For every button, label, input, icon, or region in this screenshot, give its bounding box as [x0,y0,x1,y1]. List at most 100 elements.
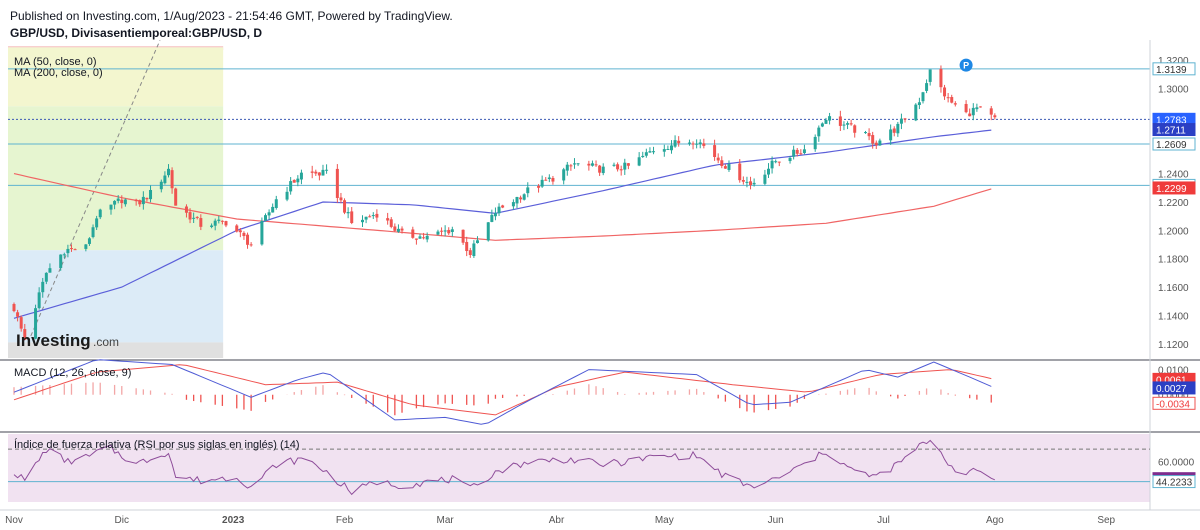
candle-body [44,272,48,282]
candle-body [95,218,99,228]
candle-body [752,182,756,185]
event-marker-label: P [963,61,969,71]
ma50-line [13,129,992,319]
time-tick-label: Sep [1097,515,1115,526]
time-tick-label: Dic [115,515,129,526]
ma200-line [13,173,992,241]
candle-body [292,179,296,183]
candle-body [418,236,422,239]
candle-body [889,129,893,141]
candle-body [400,228,404,231]
candle-body [368,216,372,218]
candle-body [846,123,850,125]
price-label-text: 1.3139 [1156,65,1187,76]
price-tick-label: 1.1400 [1158,311,1189,322]
price-tick-label: 1.2400 [1158,170,1189,181]
candle-body [210,225,214,228]
candle-body [123,199,127,205]
moving-average-layer [13,129,992,319]
candle-body [677,140,681,144]
candle-body [199,218,203,227]
candle-body [792,149,796,157]
candle-body [235,225,239,232]
price-label-box [1152,137,1196,151]
candle-body [623,162,627,170]
zone-green [8,106,224,251]
candle-body [975,107,979,110]
candle-body [594,164,598,166]
candle-body [569,165,573,167]
candle-body [443,230,447,232]
candle-body [824,119,828,124]
event-marker [959,58,973,72]
candle-body [687,142,691,144]
candle-body [285,191,289,200]
candle-body [159,181,163,190]
candle-body [576,163,580,165]
candle-body [590,163,594,166]
candle-body [389,219,393,227]
candle-body [497,206,501,214]
candle-body [648,151,652,153]
candle-body [98,209,102,218]
price-label-box [1152,123,1196,137]
candle-body [468,250,472,255]
candle-body [802,149,806,154]
candle-body [749,181,753,186]
candle-body [48,268,52,273]
candle-body [73,249,77,251]
candle-body [562,169,566,181]
price-label-text: 0.0027 [1156,384,1187,395]
symbol-title: GBP/USD, Divisasentiemporeal:GBP/USD, D [10,26,263,40]
candle-body [188,212,192,220]
candle-body [799,153,803,155]
price-label-text: 1.2711 [1156,126,1186,137]
candle-body [299,172,303,180]
candle-body [662,149,666,152]
candle-body [673,140,677,147]
price-tick-label: 1.3200 [1158,56,1189,67]
candle-body [914,104,918,121]
candle-body [274,199,278,208]
candle-body [921,92,925,102]
price-label-text: 1.2609 [1156,140,1187,151]
candle-body [436,231,440,235]
candle-body [289,181,293,192]
time-tick-label: Abr [549,515,565,526]
candle-body [817,127,821,137]
candle-body [637,157,641,166]
candle-body [598,165,602,173]
candle-body [612,164,616,166]
candle-body [69,248,73,250]
candle-body [669,145,673,151]
candle-body [501,205,505,208]
candle-body [587,163,591,166]
price-tick-label: 1.2000 [1158,226,1189,237]
candle-body [971,107,975,116]
candle-body [447,229,451,234]
candle-body [59,254,63,268]
candle-body [515,196,519,204]
candle-body [310,171,314,173]
candle-body [896,123,900,134]
candle-body [777,161,781,163]
candle-body [339,197,343,201]
candle-body [246,234,250,245]
candle-body [702,143,706,146]
candle-body [619,169,623,171]
candle-body [414,238,418,240]
candle-body [641,155,645,157]
candle-body [490,214,494,222]
price-label-text: 1.2299 [1156,184,1187,195]
background-layer [8,40,1150,502]
time-tick-label: Feb [336,515,354,526]
investing-logo: Investing [16,331,91,350]
candle-body [968,113,972,117]
candle-body [23,329,27,340]
candle-body [425,235,429,240]
candle-body [343,200,347,213]
candle-body [551,177,555,182]
candle-body [361,219,365,223]
rsi-legend: Índice de fuerza relativa (RSI por sus s… [14,438,300,451]
